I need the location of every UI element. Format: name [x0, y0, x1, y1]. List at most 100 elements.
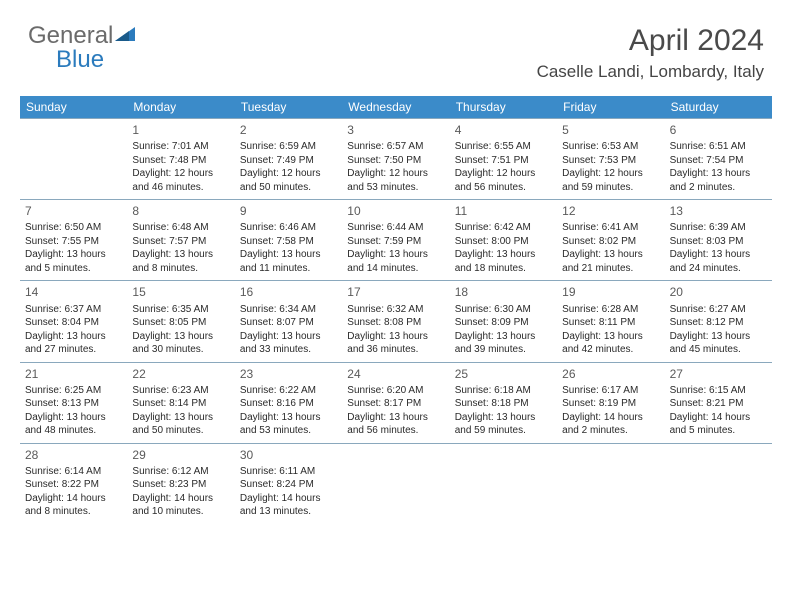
- sunset-line: Sunset: 8:19 PM: [562, 397, 659, 411]
- day-number: 20: [670, 284, 767, 300]
- sunrise-line: Sunrise: 6:46 AM: [240, 221, 337, 235]
- sunset-line: Sunset: 8:12 PM: [670, 316, 767, 330]
- daylight-line: Daylight: 14 hours and 2 minutes.: [562, 411, 659, 438]
- sunrise-line: Sunrise: 6:12 AM: [132, 465, 229, 479]
- day-cell: 28 Sunrise: 6:14 AMSunset: 8:22 PMDayligh…: [20, 443, 127, 524]
- weekday-header: Thursday: [450, 96, 557, 118]
- day-number: 17: [347, 284, 444, 300]
- day-cell: 16Sunrise: 6:34 AMSunset: 8:07 PMDayligh…: [235, 280, 342, 361]
- day-cell: 21Sunrise: 6:25 AMSunset: 8:13 PMDayligh…: [20, 362, 127, 443]
- day-cell: 8Sunrise: 6:48 AMSunset: 7:57 PMDaylight…: [127, 199, 234, 280]
- day-number: 27: [670, 366, 767, 382]
- day-number: 7: [25, 203, 122, 219]
- daylight-line: Daylight: 12 hours and 46 minutes.: [132, 167, 229, 194]
- sunrise-line: Sunrise: 6:34 AM: [240, 303, 337, 317]
- sunrise-line: Sunrise: 6:14 AM: [25, 465, 122, 479]
- weekday-header: Sunday: [20, 96, 127, 118]
- calendar-body: 1Sunrise: 7:01 AMSunset: 7:48 PMDaylight…: [20, 118, 772, 524]
- empty-cell: [557, 443, 664, 524]
- daylight-line: Daylight: 13 hours and 50 minutes.: [132, 411, 229, 438]
- day-cell: 24Sunrise: 6:20 AMSunset: 8:17 PMDayligh…: [342, 362, 449, 443]
- day-cell: 2Sunrise: 6:59 AMSunset: 7:49 PMDaylight…: [235, 118, 342, 199]
- sunrise-line: Sunrise: 7:01 AM: [132, 140, 229, 154]
- sunset-line: Sunset: 8:23 PM: [132, 478, 229, 492]
- daylight-line: Daylight: 12 hours and 50 minutes.: [240, 167, 337, 194]
- sunrise-line: Sunrise: 6:59 AM: [240, 140, 337, 154]
- weekday-header: Monday: [127, 96, 234, 118]
- sunrise-line: Sunrise: 6:17 AM: [562, 384, 659, 398]
- daylight-line: Daylight: 14 hours and 8 minutes.: [25, 492, 122, 519]
- day-cell: 26 Sunrise: 6:17 AMSunset: 8:19 PMDayligh…: [557, 362, 664, 443]
- sunset-line: Sunset: 8:16 PM: [240, 397, 337, 411]
- sunset-line: Sunset: 8:04 PM: [25, 316, 122, 330]
- day-cell: 10Sunrise: 6:44 AMSunset: 7:59 PMDayligh…: [342, 199, 449, 280]
- weekday-header: Tuesday: [235, 96, 342, 118]
- daylight-line: Daylight: 12 hours and 53 minutes.: [347, 167, 444, 194]
- daylight-line: Daylight: 13 hours and 36 minutes.: [347, 330, 444, 357]
- daylight-line: Daylight: 13 hours and 24 minutes.: [670, 248, 767, 275]
- sunrise-line: Sunrise: 6:18 AM: [455, 384, 552, 398]
- sunrise-line: Sunrise: 6:30 AM: [455, 303, 552, 317]
- sunset-line: Sunset: 8:09 PM: [455, 316, 552, 330]
- sunset-line: Sunset: 7:48 PM: [132, 154, 229, 168]
- location-text: Caselle Landi, Lombardy, Italy: [537, 62, 764, 82]
- sunset-line: Sunset: 8:05 PM: [132, 316, 229, 330]
- day-number: 15: [132, 284, 229, 300]
- sunset-line: Sunset: 8:03 PM: [670, 235, 767, 249]
- day-number: 11: [455, 203, 552, 219]
- day-cell: 17 Sunrise: 6:32 AMSunset: 8:08 PMDayligh…: [342, 280, 449, 361]
- day-number: 18: [455, 284, 552, 300]
- daylight-line: Daylight: 14 hours and 10 minutes.: [132, 492, 229, 519]
- sunrise-line: Sunrise: 6:28 AM: [562, 303, 659, 317]
- calendar: SundayMondayTuesdayWednesdayThursdayFrid…: [20, 96, 772, 524]
- sunset-line: Sunset: 7:53 PM: [562, 154, 659, 168]
- day-cell: 29 Sunrise: 6:12 AMSunset: 8:23 PMDayligh…: [127, 443, 234, 524]
- day-number: 16: [240, 284, 337, 300]
- day-cell: 30Sunrise: 6:11 AMSunset: 8:24 PMDayligh…: [235, 443, 342, 524]
- day-cell: 6Sunrise: 6:51 AMSunset: 7:54 PMDaylight…: [665, 118, 772, 199]
- day-cell: 12Sunrise: 6:41 AMSunset: 8:02 PMDayligh…: [557, 199, 664, 280]
- sunrise-line: Sunrise: 6:22 AM: [240, 384, 337, 398]
- sunset-line: Sunset: 7:54 PM: [670, 154, 767, 168]
- sunset-line: Sunset: 8:07 PM: [240, 316, 337, 330]
- sunrise-line: Sunrise: 6:51 AM: [670, 140, 767, 154]
- sunrise-line: Sunrise: 6:41 AM: [562, 221, 659, 235]
- day-number: 13: [670, 203, 767, 219]
- day-cell: 18Sunrise: 6:30 AMSunset: 8:09 PMDayligh…: [450, 280, 557, 361]
- sunrise-line: Sunrise: 6:53 AM: [562, 140, 659, 154]
- empty-cell: [20, 118, 127, 199]
- day-number: 19: [562, 284, 659, 300]
- sunrise-line: Sunrise: 6:37 AM: [25, 303, 122, 317]
- day-cell: 13 Sunrise: 6:39 AMSunset: 8:03 PMDayligh…: [665, 199, 772, 280]
- daylight-line: Daylight: 13 hours and 42 minutes.: [562, 330, 659, 357]
- empty-cell: [342, 443, 449, 524]
- sunset-line: Sunset: 8:22 PM: [25, 478, 122, 492]
- sunrise-line: Sunrise: 6:50 AM: [25, 221, 122, 235]
- day-number: 4: [455, 122, 552, 138]
- sunrise-line: Sunrise: 6:20 AM: [347, 384, 444, 398]
- day-number: 28: [25, 447, 122, 463]
- sunrise-line: Sunrise: 6:25 AM: [25, 384, 122, 398]
- sunrise-line: Sunrise: 6:32 AM: [347, 303, 444, 317]
- day-cell: 15Sunrise: 6:35 AMSunset: 8:05 PMDayligh…: [127, 280, 234, 361]
- sunrise-line: Sunrise: 6:48 AM: [132, 221, 229, 235]
- sunset-line: Sunset: 8:18 PM: [455, 397, 552, 411]
- sunset-line: Sunset: 7:55 PM: [25, 235, 122, 249]
- sunset-line: Sunset: 8:08 PM: [347, 316, 444, 330]
- day-number: 3: [347, 122, 444, 138]
- day-number: 29: [132, 447, 229, 463]
- day-cell: 1Sunrise: 7:01 AMSunset: 7:48 PMDaylight…: [127, 118, 234, 199]
- sunrise-line: Sunrise: 6:39 AM: [670, 221, 767, 235]
- sunrise-line: Sunrise: 6:57 AM: [347, 140, 444, 154]
- sunset-line: Sunset: 7:58 PM: [240, 235, 337, 249]
- daylight-line: Daylight: 13 hours and 21 minutes.: [562, 248, 659, 275]
- daylight-line: Daylight: 13 hours and 30 minutes.: [132, 330, 229, 357]
- daylight-line: Daylight: 13 hours and 56 minutes.: [347, 411, 444, 438]
- day-number: 26: [562, 366, 659, 382]
- day-cell: 3Sunrise: 6:57 AMSunset: 7:50 PMDaylight…: [342, 118, 449, 199]
- day-cell: 14Sunrise: 6:37 AMSunset: 8:04 PMDayligh…: [20, 280, 127, 361]
- day-number: 8: [132, 203, 229, 219]
- day-cell: 7Sunrise: 6:50 AMSunset: 7:55 PMDaylight…: [20, 199, 127, 280]
- weekday-header: Saturday: [665, 96, 772, 118]
- sunset-line: Sunset: 8:17 PM: [347, 397, 444, 411]
